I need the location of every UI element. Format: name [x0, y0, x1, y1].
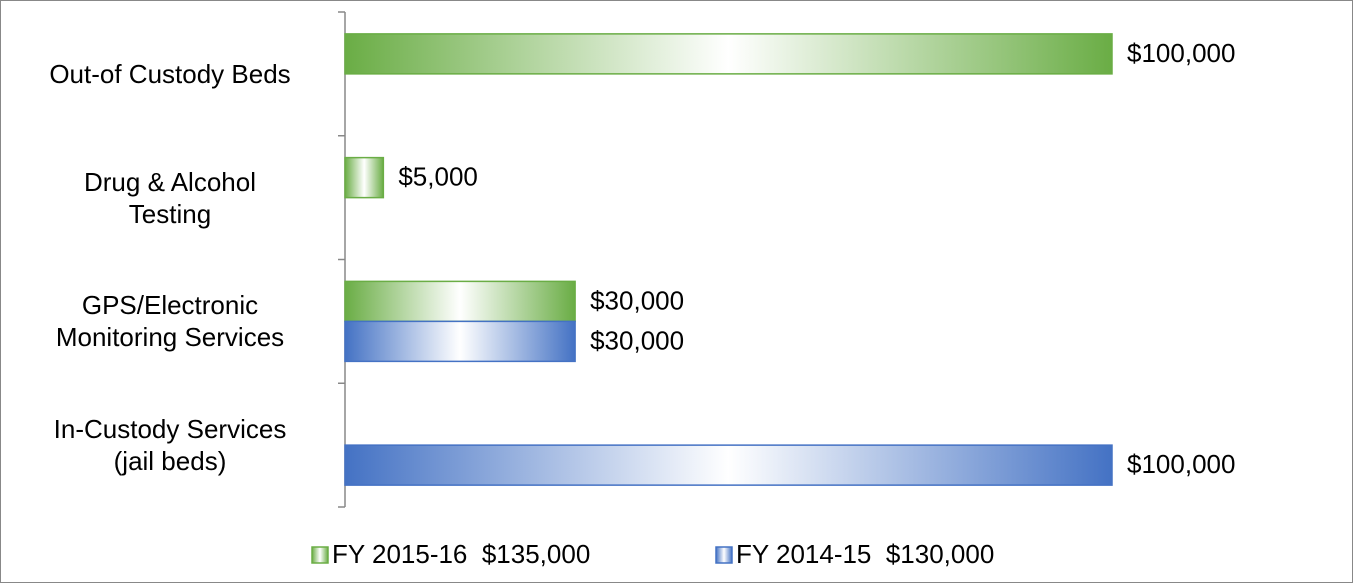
bar — [344, 444, 1113, 486]
value-label: $5,000 — [398, 162, 478, 192]
value-label: $100,000 — [1127, 449, 1235, 479]
value-label: $30,000 — [590, 285, 684, 315]
category-label: Out-of Custody Beds — [49, 58, 291, 89]
bar — [344, 280, 576, 323]
legend-swatch — [715, 546, 733, 564]
legend-label: FY 2015-16 $135,000 — [332, 539, 590, 569]
category-label: Drug & Alcohol Testing — [84, 166, 256, 229]
bar — [344, 33, 1113, 75]
category-label: In-Custody Services (jail beds) — [53, 414, 287, 477]
bar — [344, 156, 385, 199]
bar — [344, 320, 576, 363]
category-label: GPS/Electronic Monitoring Services — [55, 290, 285, 353]
value-label: $100,000 — [1127, 38, 1235, 68]
legend-label: FY 2014-15 $130,000 — [736, 539, 994, 569]
legend-swatch — [311, 546, 329, 564]
value-label: $30,000 — [590, 325, 684, 355]
